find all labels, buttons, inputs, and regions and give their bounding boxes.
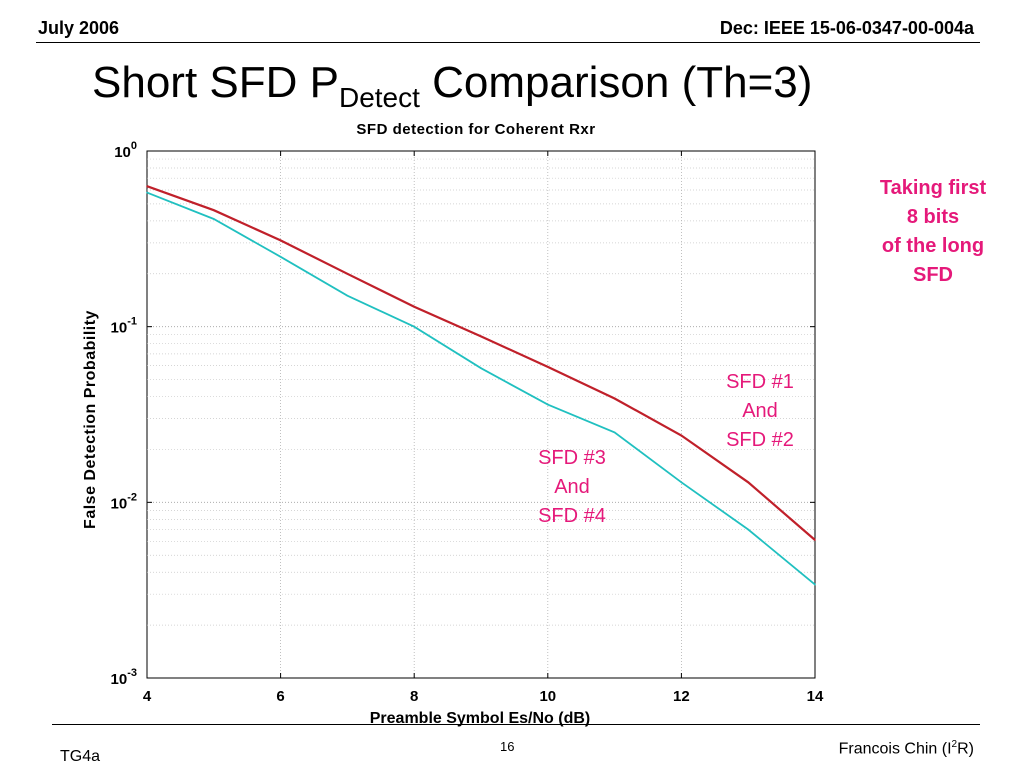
header-divider	[36, 42, 980, 43]
footer-group: TG4a	[60, 748, 101, 765]
data-point-sfd12	[480, 335, 482, 338]
data-point-sfd12	[547, 366, 549, 368]
y-tick-label: 100	[114, 140, 137, 161]
annotation-sfd12: SFD #1 And SFD #2	[700, 368, 820, 455]
footer-author-main: Francois Chin (I	[838, 740, 952, 758]
x-tick-label: 4	[143, 688, 152, 705]
data-point-sfd34	[814, 583, 816, 586]
annotation-line: SFD #2	[726, 429, 794, 451]
slide-title: Short SFD PDetect Comparison (Th=3)	[92, 58, 812, 114]
header-doc-id: Dec: IEEE 15-06-0347-00-004a	[719, 18, 974, 38]
annotation-line: And	[742, 400, 778, 422]
annotation-line: And	[554, 476, 590, 498]
x-axis-label: Preamble Symbol Es/No (dB)	[370, 710, 591, 727]
footer-author-end: R)	[957, 740, 974, 758]
annotation-line: Taking first	[879, 177, 987, 199]
y-tick-label: 10-1	[111, 316, 137, 337]
data-point-sfd34	[480, 367, 482, 370]
slide-title-subscript: Detect	[338, 82, 420, 113]
chart-title: SFD detection for Coherent Rxr	[356, 121, 595, 138]
data-point-sfd34	[346, 294, 349, 297]
data-point-sfd12	[346, 272, 349, 275]
annotation-line: SFD	[913, 264, 953, 286]
x-tick-label: 12	[673, 688, 690, 705]
footer-author: Francois Chin (I2R)	[839, 739, 974, 758]
data-point-sfd12	[279, 239, 282, 242]
y-tick-label: 10-2	[111, 491, 137, 512]
data-point-sfd34	[413, 325, 416, 328]
data-point-sfd12	[413, 305, 416, 308]
slide-title-rest: Comparison (Th=3)	[419, 58, 813, 107]
plot-area	[146, 150, 816, 679]
data-point-sfd34	[747, 528, 749, 531]
data-point-sfd34	[680, 481, 683, 484]
y-axis-label: False Detection Probability	[82, 310, 99, 529]
data-point-sfd12	[814, 539, 816, 541]
annotation-line: SFD #3	[538, 447, 606, 469]
data-point-sfd12	[613, 397, 616, 400]
data-point-sfd34	[547, 403, 549, 406]
footer-divider	[52, 724, 980, 725]
data-point-sfd34	[613, 431, 616, 434]
page-number: 16	[500, 739, 515, 754]
data-point-sfd12	[146, 185, 148, 188]
data-point-sfd12	[680, 434, 683, 437]
annotation-line: 8 bits	[906, 206, 960, 228]
slide-title-main: Short SFD P	[92, 58, 339, 107]
annotation-line: of the long	[881, 235, 985, 257]
header-date: July 2006	[38, 18, 120, 38]
annotation-line: SFD #4	[538, 505, 606, 527]
data-point-sfd12	[213, 209, 215, 212]
data-point-sfd12	[747, 481, 749, 484]
footer-author-sup: 2	[951, 739, 958, 750]
data-point-sfd34	[279, 255, 282, 258]
x-tick-label: 10	[539, 688, 556, 705]
annotation-taking-first: Taking first 8 bits of the long SFD	[858, 174, 1008, 290]
data-point-sfd34	[146, 191, 148, 194]
x-tick-label: 8	[410, 688, 418, 705]
x-tick-label: 14	[807, 688, 824, 705]
data-point-sfd34	[213, 218, 215, 220]
y-tick-label: 10-3	[111, 667, 137, 688]
annotation-line: SFD #1	[726, 371, 794, 393]
annotation-sfd34: SFD #3 And SFD #4	[512, 444, 632, 531]
x-tick-label: 6	[276, 688, 284, 705]
